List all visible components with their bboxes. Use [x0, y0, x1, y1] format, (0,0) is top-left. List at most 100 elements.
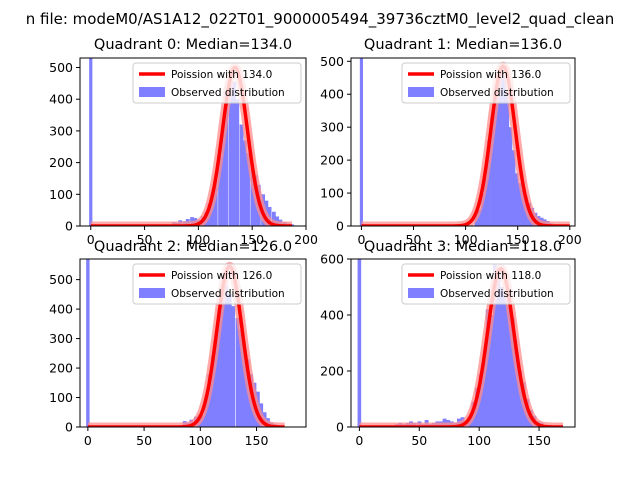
y-tick-label: 0	[336, 420, 344, 435]
quadrant-0-axes-frame	[79, 57, 307, 227]
quadrant-2-axes-frame	[79, 258, 307, 428]
histogram-bar	[489, 315, 494, 427]
quadrant-2-legend-bar-label: Observed distribution	[171, 288, 285, 300]
legend-box	[132, 263, 302, 305]
y-tick-label: 100	[49, 390, 73, 405]
histogram-bar	[492, 264, 497, 427]
y-tick-label: 500	[49, 60, 73, 75]
histogram-bar	[238, 329, 243, 427]
histogram-bar	[502, 74, 507, 226]
histogram-bar	[518, 183, 522, 226]
y-tick-label: 300	[49, 331, 73, 346]
histogram-bar	[508, 127, 513, 226]
histogram-bar	[511, 150, 516, 226]
histogram-bar	[507, 306, 512, 427]
quadrant-2-title: Quadrant 2: Median=126.0	[94, 239, 292, 255]
quadrant-3-plot-area	[355, 259, 567, 427]
x-tick-label: 150	[527, 433, 551, 448]
histogram-bar	[224, 96, 229, 226]
histogram-bar	[232, 81, 236, 226]
x-tick-label: 200	[294, 232, 318, 247]
x-tick-label: 50	[411, 433, 427, 448]
histogram-bar	[521, 189, 525, 226]
y-tick-label: 200	[49, 155, 73, 170]
quadrant-2-panel: Quadrant 2: Median=126.0 0 50 100 150 0 100 20…	[49, 239, 307, 448]
histogram-bar	[220, 288, 225, 427]
histogram-bar	[496, 270, 501, 427]
x-tick-label: 0	[357, 232, 365, 247]
histogram-bar	[224, 285, 229, 427]
histogram-bar	[231, 306, 236, 427]
quadrant-2-legend-line-label: Poission with 126.0	[171, 270, 272, 282]
histogram-bar	[239, 124, 244, 226]
x-tick-label: 0	[355, 433, 363, 448]
quadrant-0-title: Quadrant 0: Median=134.0	[94, 37, 292, 53]
histogram-bar	[499, 67, 503, 226]
x-tick-label: 150	[506, 232, 530, 247]
x-tick-label: 150	[245, 433, 269, 448]
legend-bar-swatch	[139, 87, 165, 97]
quadrant-0-legend-bar-label: Observed distribution	[171, 87, 285, 99]
y-tick-label: 300	[49, 123, 73, 138]
histogram-bar	[490, 117, 494, 226]
histogram-bar	[514, 351, 519, 427]
y-tick-label: 200	[320, 364, 344, 379]
histogram-bar	[503, 292, 508, 427]
histogram-bar	[515, 173, 519, 226]
histogram-bar	[500, 287, 505, 427]
legend-box	[401, 62, 571, 104]
histogram-bar	[510, 317, 515, 427]
histogram-bar	[246, 153, 250, 226]
x-tick-label: 50	[136, 433, 152, 448]
histogram-bar	[235, 99, 240, 226]
quadrant-0-panel: Quadrant 0: Median=134.0 0 50 100 150 200 0 10…	[49, 37, 318, 247]
histogram-bar	[242, 140, 247, 226]
y-tick-label: 400	[49, 92, 73, 107]
y-tick-label: 300	[320, 120, 344, 135]
poisson-curve	[360, 64, 572, 226]
x-tick-label: 100	[467, 433, 491, 448]
histogram-bar	[357, 259, 362, 427]
y-tick-label: 200	[320, 153, 344, 168]
quadrant-3-axes-frame	[350, 258, 576, 428]
quadrant-0-legend: Poission with 134.0 Observed distributio…	[132, 62, 302, 104]
histogram-bar	[217, 309, 222, 427]
quadrant-3-legend-bar-label: Observed distribution	[440, 288, 554, 300]
y-tick-label: 100	[49, 187, 73, 202]
quadrant-3-legend-line-label: Poission with 118.0	[440, 270, 541, 282]
y-tick-label: 200	[49, 361, 73, 376]
x-tick-label: 50	[406, 232, 422, 247]
y-tick-label: 500	[320, 54, 344, 69]
histogram-bar	[486, 140, 491, 226]
histogram-bar	[86, 259, 90, 427]
quadrant-1-axes-frame	[350, 57, 576, 227]
histogram-bar	[271, 211, 276, 226]
y-tick-label: 0	[65, 219, 73, 234]
x-tick-label: 0	[84, 433, 92, 448]
quadrant-1-legend: Poission with 136.0 Observed distributio…	[401, 62, 571, 104]
quadrant-1-panel: Quadrant 1: Median=136.0 0 50 100 150 200 0 10…	[320, 37, 582, 247]
quadrant-3-legend: Poission with 118.0 Observed distributio…	[401, 263, 571, 305]
legend-box	[132, 62, 302, 104]
histogram-bar	[235, 317, 240, 427]
histogram-bar	[485, 309, 490, 427]
histogram-bar	[493, 90, 497, 226]
histogram-bar	[480, 193, 485, 226]
histogram-bar	[518, 371, 522, 427]
y-tick-label: 600	[320, 252, 344, 267]
x-tick-label: 100	[454, 232, 478, 247]
histogram-bar	[213, 178, 218, 226]
histogram-bar	[242, 350, 247, 427]
histogram-bar	[290, 224, 295, 226]
x-tick-label: 0	[87, 232, 95, 247]
histogram-bar	[214, 338, 219, 427]
histogram-bar	[496, 77, 500, 226]
quadrant-1-plot-area	[357, 58, 574, 226]
histogram-bar	[505, 94, 510, 226]
y-tick-label: 0	[336, 219, 344, 234]
quadrant-1-title: Quadrant 1: Median=136.0	[364, 37, 562, 53]
x-tick-label: 100	[186, 232, 210, 247]
histogram-bar	[200, 415, 205, 427]
quadrant-3-panel: Quadrant 3: Median=118.0 0 50 100 150 0 200 40…	[320, 239, 576, 448]
